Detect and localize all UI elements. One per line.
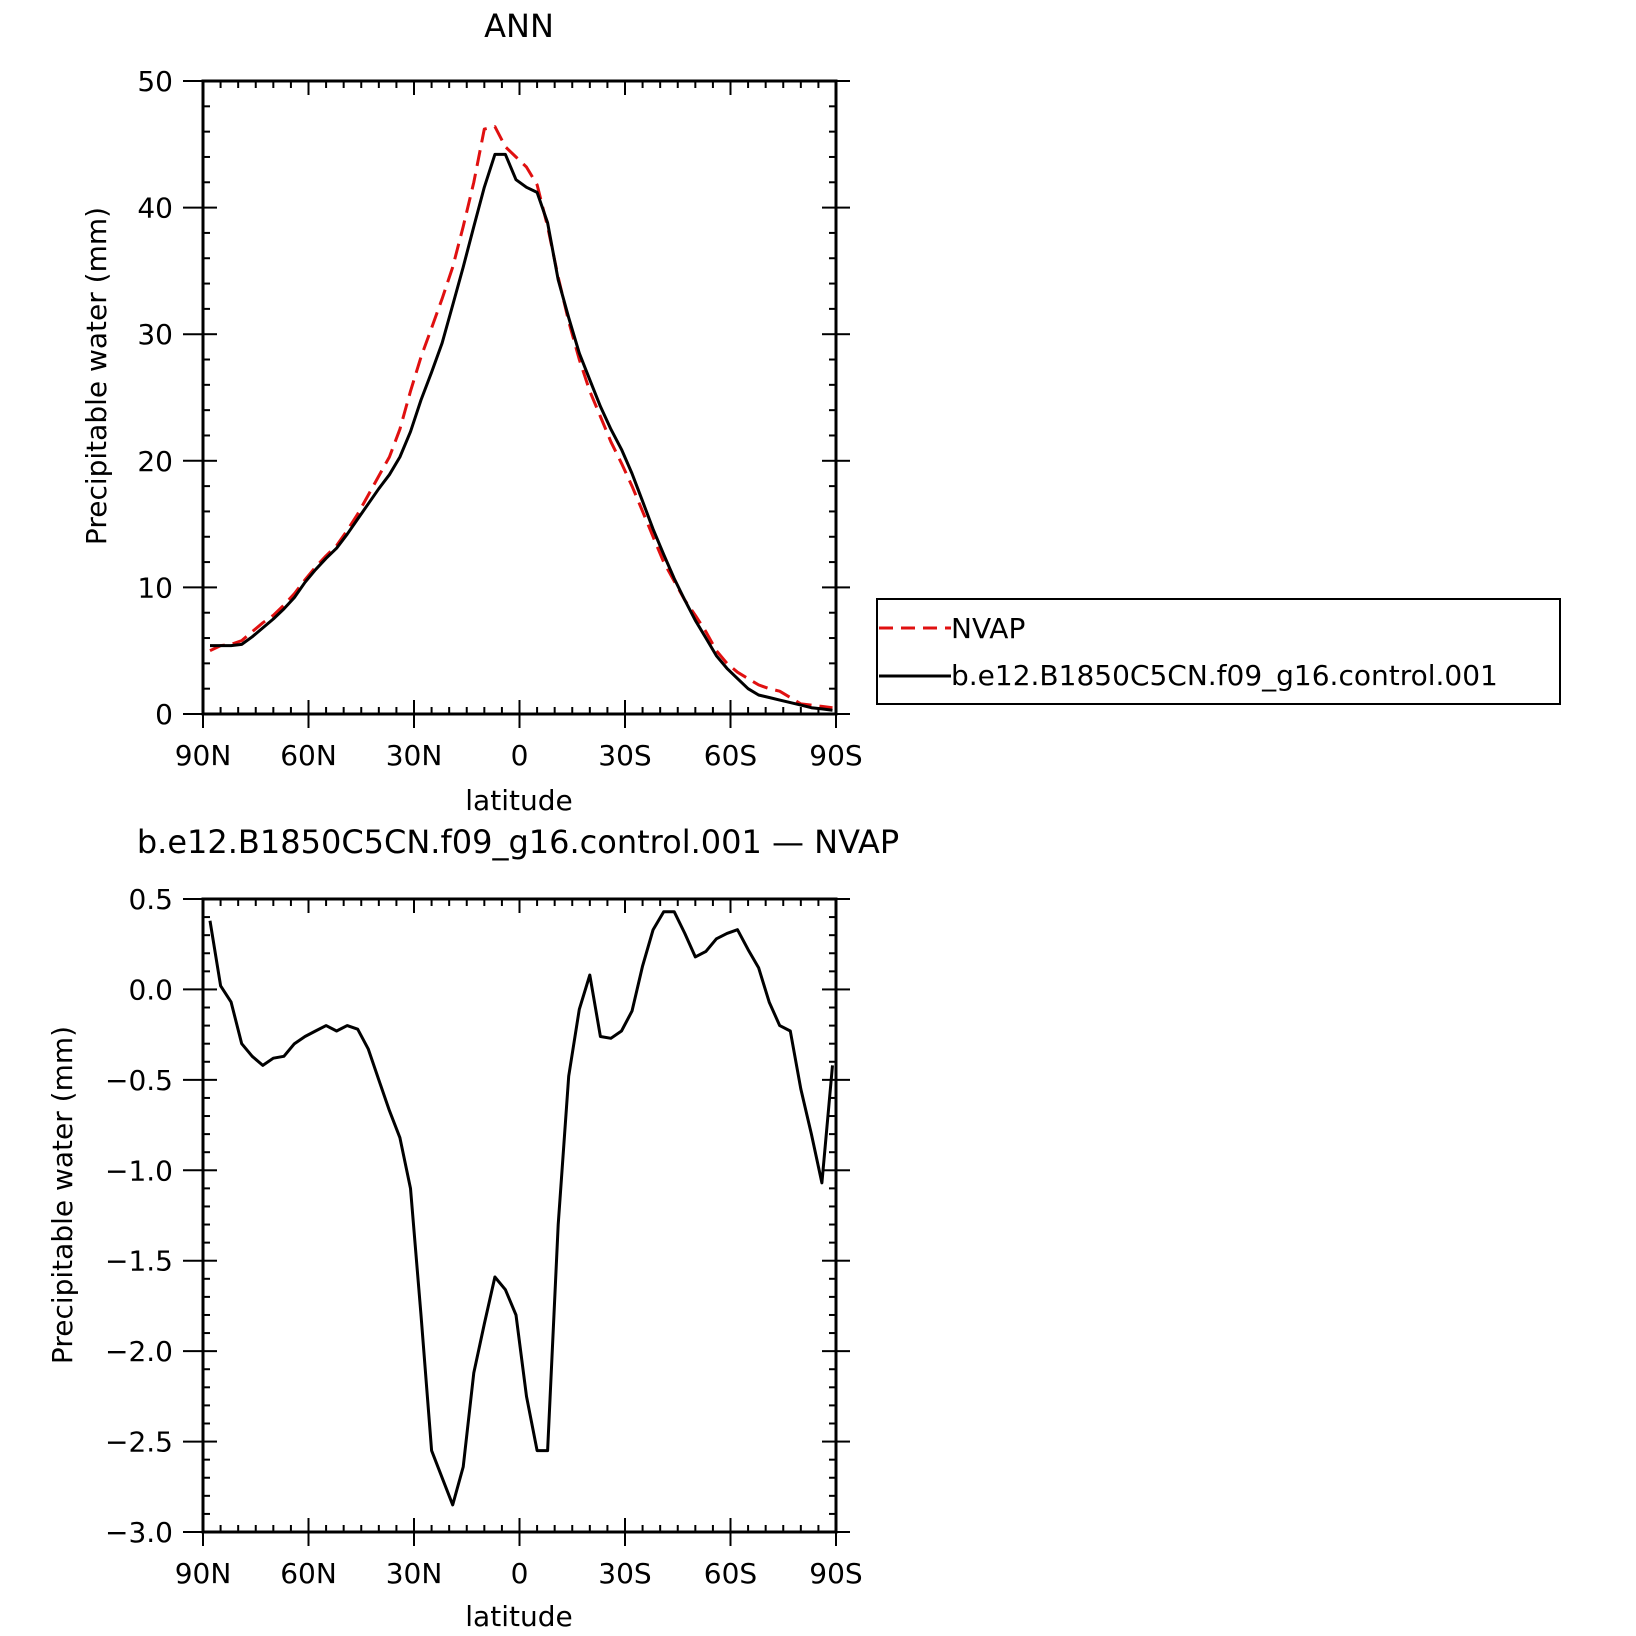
- bottom-y-tick-label: −0.5: [105, 1064, 173, 1097]
- top-x-tick-label: 60S: [704, 739, 757, 772]
- bottom-chart-panel: b.e12.B1850C5CN.f09_g16.control.001 — NV…: [46, 823, 899, 1633]
- bottom-y-axis-label: Precipitable water (mm): [46, 1026, 79, 1364]
- bottom-y-tick-label: −3.0: [105, 1516, 173, 1549]
- top-y-tick-label: 50: [137, 65, 173, 98]
- bottom-tick-labels: 90N 60N 30N 0 30S 60S 90S 0.5 0.0 −0.5 −1.0 −1.5 −2.…: [105, 883, 863, 1590]
- bottom-y-tick-label: −2.0: [105, 1335, 173, 1368]
- legend-box: [876, 598, 1561, 705]
- bottom-y-tick-label: −1.0: [105, 1154, 173, 1187]
- bottom-x-tick-label: 60S: [704, 1557, 757, 1590]
- top-series-line-0: [209, 125, 833, 710]
- top-series: [209, 125, 833, 712]
- top-x-tick-label: 30S: [598, 739, 651, 772]
- bottom-x-tick-label: 90S: [809, 1557, 862, 1590]
- bottom-y-tick-label: −2.5: [105, 1426, 173, 1459]
- top-plot-frame: [201, 79, 838, 716]
- top-y-tick-label: 0: [155, 698, 173, 731]
- top-x-tick-label: 0: [511, 739, 529, 772]
- top-x-tick-label: 30N: [386, 739, 443, 772]
- legend: NVAP b.e12.B1850C5CN.f09_g16.control.001: [876, 598, 1561, 705]
- top-y-tick-label: 30: [137, 318, 173, 351]
- top-x-tick-label: 90S: [809, 739, 862, 772]
- top-y-tick-label: 40: [137, 192, 173, 225]
- bottom-y-tick-label: 0.0: [128, 973, 173, 1006]
- bottom-series-line-0: [208, 910, 834, 1507]
- legend-label-nvap: NVAP: [951, 612, 1025, 645]
- bottom-x-tick-label: 30N: [386, 1557, 443, 1590]
- bottom-chart-title: b.e12.B1850C5CN.f09_g16.control.001 — NV…: [137, 823, 899, 861]
- bottom-x-axis-label: latitude: [465, 1600, 572, 1633]
- top-chart-title: ANN: [484, 7, 554, 45]
- top-series-line-1: [210, 152, 833, 712]
- bottom-y-tick-label: −1.5: [105, 1245, 173, 1278]
- top-x-tick-label: 60N: [280, 739, 337, 772]
- bottom-plot-frame: [201, 897, 838, 1534]
- bottom-x-tick-label: 60N: [280, 1557, 337, 1590]
- top-x-axis-label: latitude: [465, 784, 572, 817]
- bottom-x-tick-label: 90N: [175, 1557, 232, 1590]
- top-y-axis-label: Precipitable water (mm): [80, 207, 113, 545]
- top-y-tick-label: 20: [137, 445, 173, 478]
- bottom-ticks: [183, 898, 850, 1546]
- bottom-x-tick-label: 0: [511, 1557, 529, 1590]
- top-y-tick-label: 10: [137, 571, 173, 604]
- bottom-y-tick-label: 0.5: [128, 883, 173, 916]
- top-chart-panel: ANN Precipitable water (mm) latitude 90N…: [80, 7, 863, 817]
- bottom-x-tick-label: 30S: [598, 1557, 651, 1590]
- top-x-tick-label: 90N: [175, 739, 232, 772]
- top-tick-labels: 90N 60N 30N 0 30S 60S 90S 0 10 20 30 40 50: [137, 65, 862, 772]
- legend-label-model: b.e12.B1850C5CN.f09_g16.control.001: [951, 659, 1498, 692]
- bottom-series: [208, 910, 834, 1507]
